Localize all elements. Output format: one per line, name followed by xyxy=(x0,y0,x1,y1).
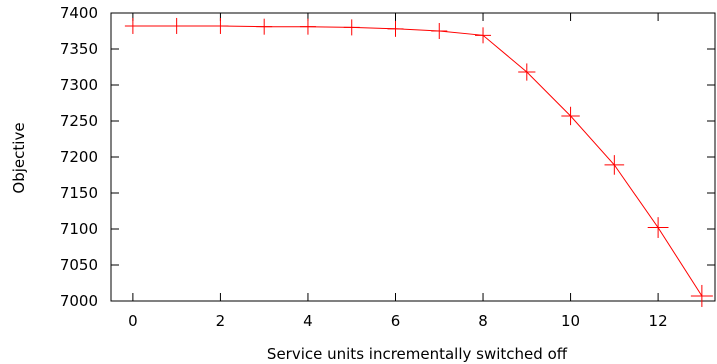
series-line xyxy=(132,25,703,297)
x-tick-label: 12 xyxy=(649,312,668,330)
data-point xyxy=(647,217,669,238)
x-tick-label: 6 xyxy=(391,312,401,330)
data-point xyxy=(561,106,580,126)
y-tick-label: 7150 xyxy=(60,184,98,202)
y-tick-label: 7300 xyxy=(60,76,98,94)
plot-border xyxy=(110,12,716,302)
data-point xyxy=(604,155,625,175)
y-tick-label: 7250 xyxy=(60,112,98,130)
y-tick-label: 7100 xyxy=(60,220,98,238)
data-point xyxy=(256,18,273,35)
x-tick-label: 2 xyxy=(216,312,226,330)
data-point xyxy=(124,17,141,34)
x-tick-label: 10 xyxy=(561,312,580,330)
y-tick-label: 7000 xyxy=(60,292,98,310)
data-point xyxy=(518,63,536,81)
x-axis-label: Service units incrementally switched off xyxy=(267,345,568,363)
data-point xyxy=(475,27,492,44)
data-point xyxy=(431,23,448,39)
y-axis-label: Objective xyxy=(10,122,28,193)
x-tick-label: 8 xyxy=(478,312,488,330)
series-group xyxy=(124,17,713,307)
x-tick-label: 4 xyxy=(303,312,313,330)
x-axis-ticks: 0 2 4 6 8 10 12 xyxy=(128,13,668,330)
data-point xyxy=(168,17,185,34)
data-point xyxy=(212,17,229,34)
y-tick-label: 7050 xyxy=(60,256,98,274)
y-axis-ticks: 7000 7050 7100 7150 7200 7250 7300 7350 7400 xyxy=(60,4,715,310)
y-tick-label: 7350 xyxy=(60,40,98,58)
data-point xyxy=(299,18,316,35)
x-tick-label: 0 xyxy=(128,312,138,330)
plot-frame xyxy=(110,12,716,302)
y-tick-label: 7200 xyxy=(60,148,98,166)
data-point xyxy=(387,20,404,37)
y-tick-label: 7400 xyxy=(60,4,98,22)
data-point xyxy=(690,284,713,307)
data-point xyxy=(343,19,360,36)
